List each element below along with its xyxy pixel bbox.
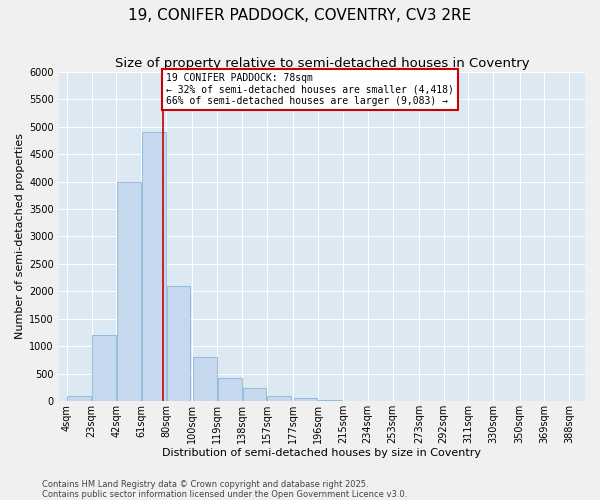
Bar — [117, 182, 141, 401]
Y-axis label: Number of semi-detached properties: Number of semi-detached properties — [15, 134, 25, 340]
Bar — [218, 378, 242, 401]
Bar — [242, 388, 266, 401]
Bar — [167, 286, 190, 401]
Text: 19 CONIFER PADDOCK: 78sqm
← 32% of semi-detached houses are smaller (4,418)
66% : 19 CONIFER PADDOCK: 78sqm ← 32% of semi-… — [166, 73, 454, 106]
Text: Contains HM Land Registry data © Crown copyright and database right 2025.
Contai: Contains HM Land Registry data © Crown c… — [42, 480, 407, 499]
Title: Size of property relative to semi-detached houses in Coventry: Size of property relative to semi-detach… — [115, 58, 529, 70]
X-axis label: Distribution of semi-detached houses by size in Coventry: Distribution of semi-detached houses by … — [163, 448, 481, 458]
Bar — [142, 132, 166, 401]
Bar — [319, 400, 343, 401]
Bar — [92, 336, 116, 401]
Text: 19, CONIFER PADDOCK, COVENTRY, CV3 2RE: 19, CONIFER PADDOCK, COVENTRY, CV3 2RE — [128, 8, 472, 22]
Bar — [193, 357, 217, 401]
Bar — [293, 398, 317, 401]
Bar — [67, 396, 91, 401]
Bar — [268, 396, 291, 401]
